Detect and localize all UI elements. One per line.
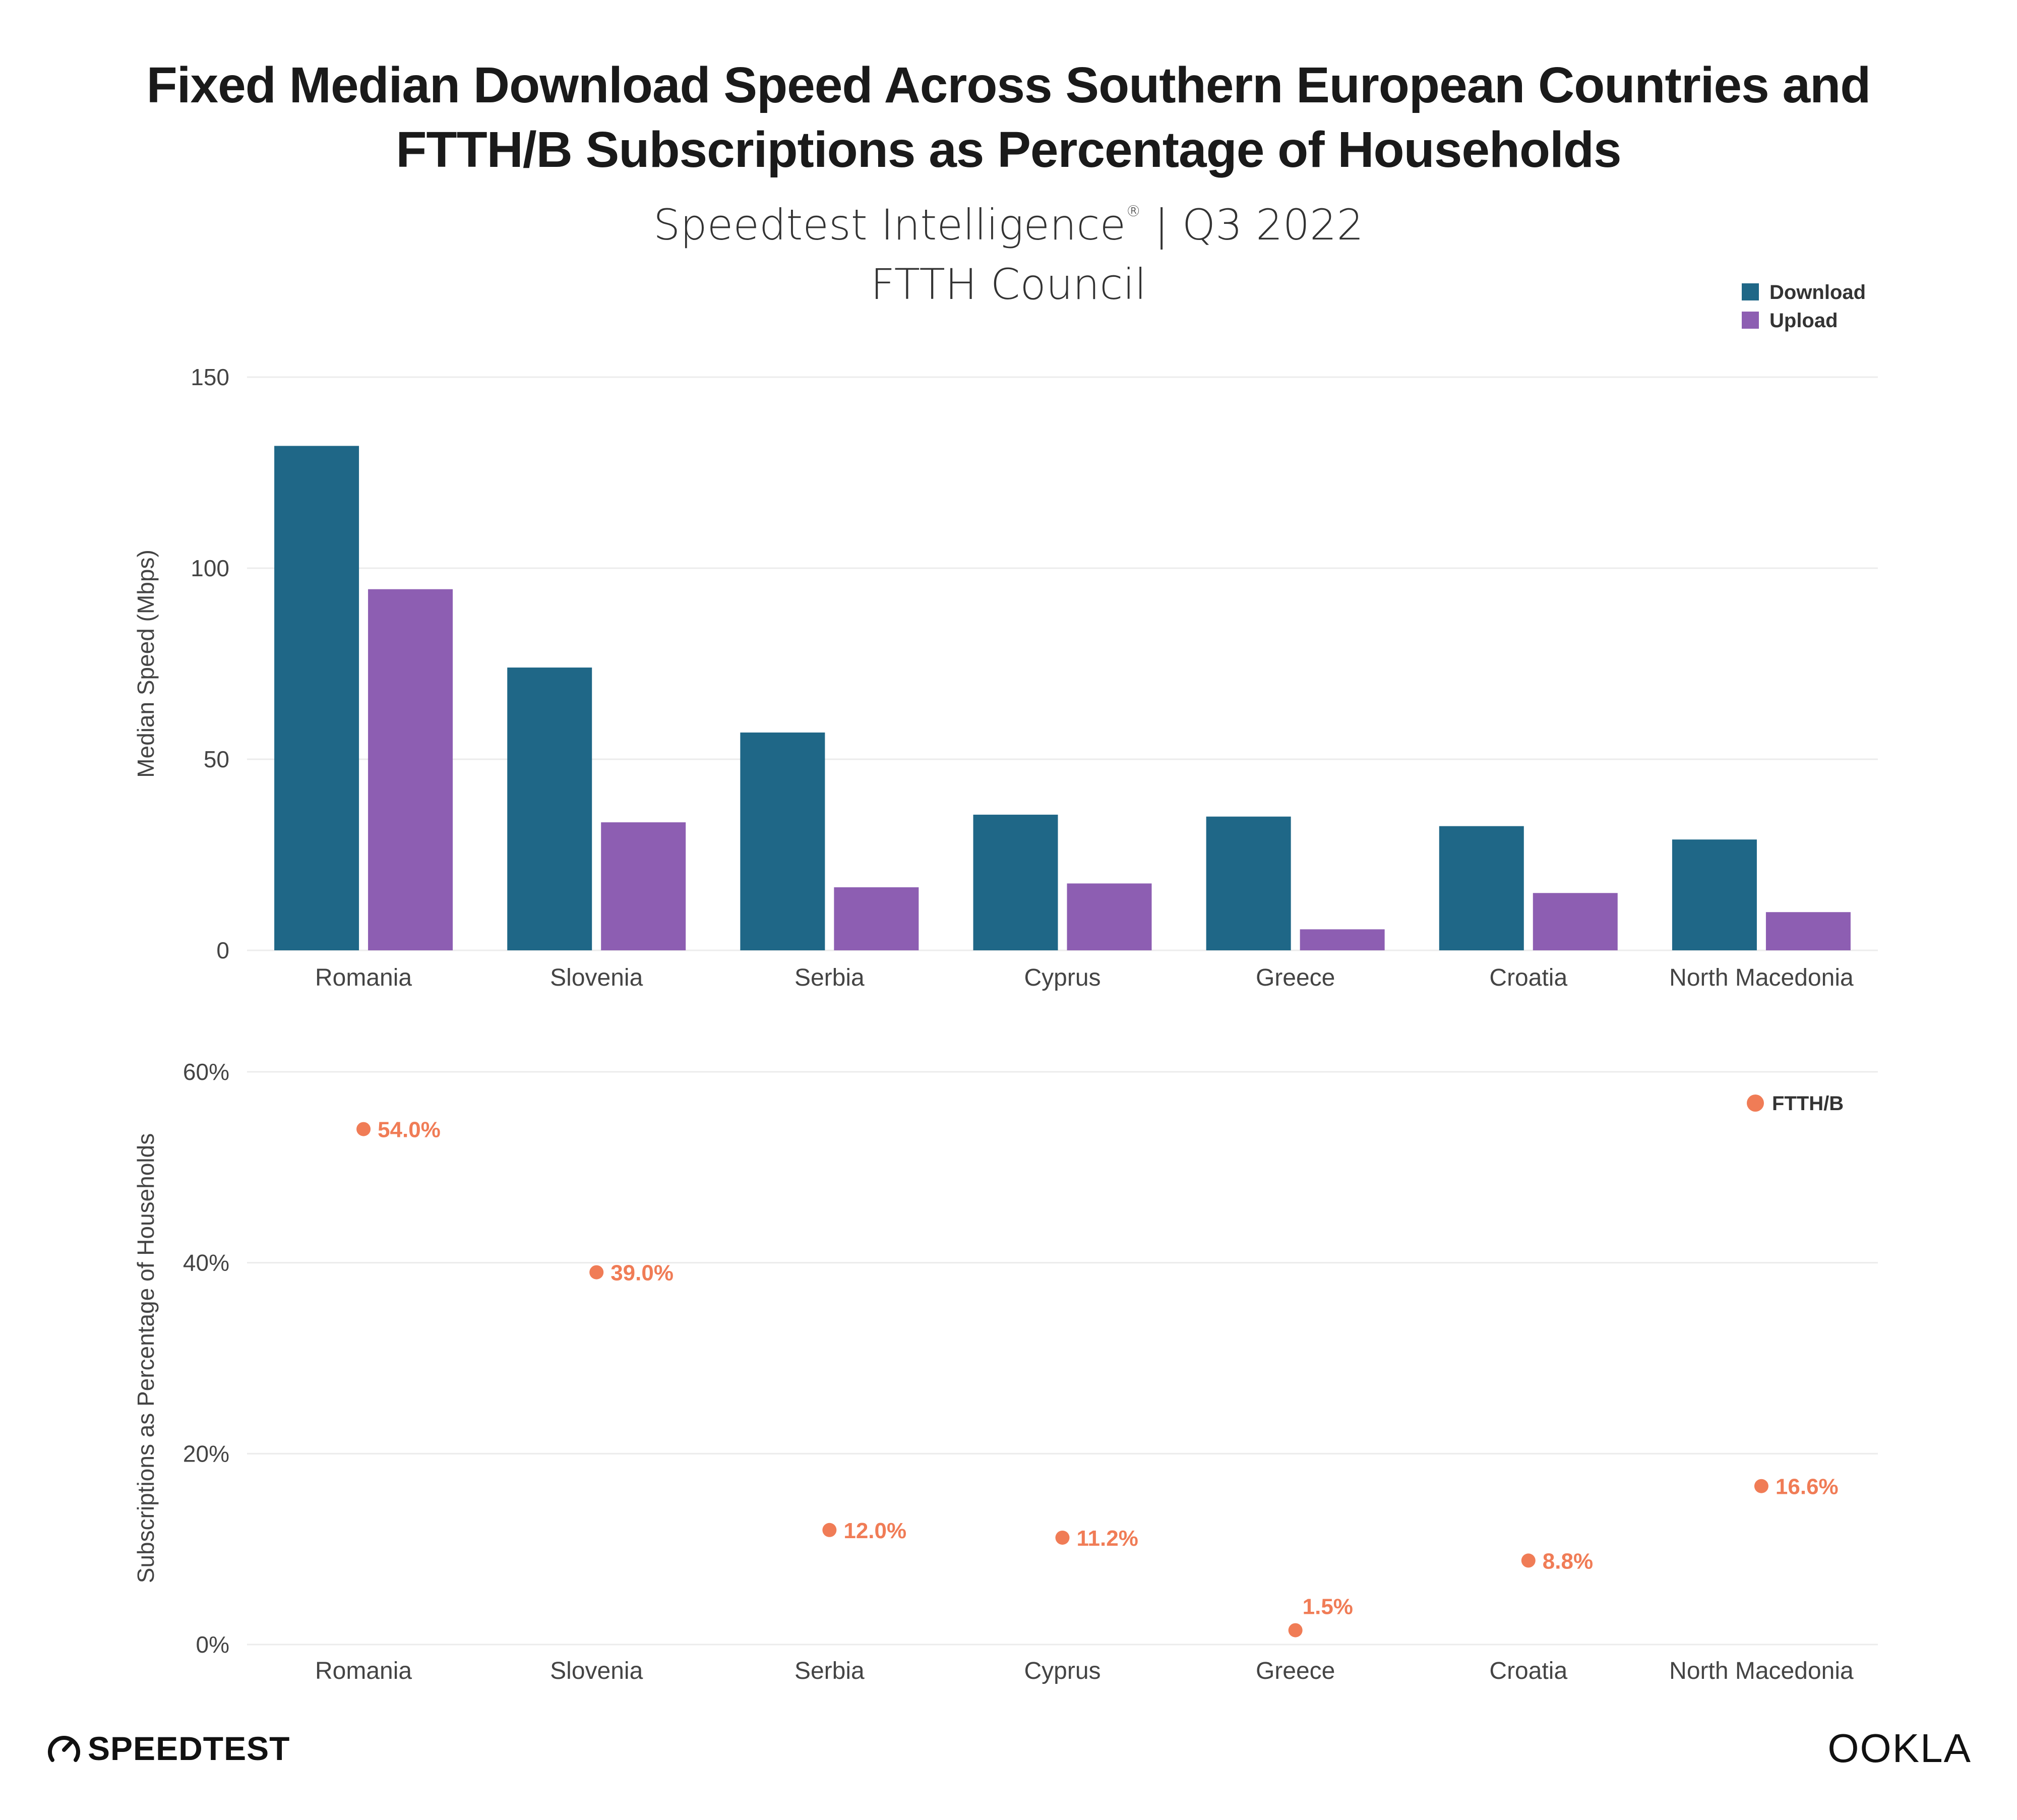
data-label-ftth: 11.2%: [1077, 1526, 1138, 1551]
bar-y-tick-label: 0: [216, 937, 229, 963]
speedometer-icon: [48, 1736, 80, 1762]
bar-download-serbia: [740, 732, 825, 950]
chart-title-line-2: FTTH/B Subscriptions as Percentage of Ho…: [396, 122, 1621, 178]
scatter-y-axis-label: Subscriptions as Percentage of Household…: [133, 1133, 159, 1583]
bar-upload-romania: [368, 589, 453, 950]
subtitle-period: | Q3 2022: [1141, 200, 1364, 250]
bar-x-tick-label: Romania: [315, 964, 412, 991]
bar-download-romania: [274, 446, 359, 950]
legend-label-upload: Upload: [1769, 310, 1838, 332]
legend-marker-ftth: [1747, 1095, 1764, 1112]
point-ftth-slovenia: [589, 1265, 604, 1280]
legend-label-download: Download: [1769, 281, 1866, 304]
data-label-ftth: 54.0%: [378, 1118, 441, 1142]
bar-download-greece: [1206, 816, 1291, 950]
data-label-ftth: 12.0%: [843, 1519, 906, 1543]
speedtest-wordmark: SPEEDTEST: [88, 1730, 290, 1767]
bar-upload-greece: [1300, 929, 1385, 950]
bar-y-tick-label: 150: [191, 364, 229, 390]
scatter-x-tick-label: Greece: [1256, 1658, 1335, 1684]
scatter-x-tick-label: Serbia: [794, 1658, 865, 1684]
bar-download-north-macedonia: [1672, 839, 1757, 950]
chart-title-line-1: Fixed Median Download Speed Across South…: [146, 57, 1871, 113]
title-block: Fixed Median Download Speed Across South…: [0, 53, 2017, 314]
scatter-y-tick-label: 60%: [183, 1059, 229, 1085]
bar-download-croatia: [1439, 826, 1524, 950]
scatter-x-tick-label: Slovenia: [550, 1658, 643, 1684]
bar-x-tick-label: Greece: [1256, 964, 1335, 991]
scatter-x-tick-label: Croatia: [1489, 1658, 1567, 1684]
legend-swatch-download: [1742, 283, 1759, 300]
chart-subtitle: Speedtest Intelligence® | Q3 2022: [0, 182, 2017, 255]
legend-swatch-upload: [1742, 312, 1759, 329]
bar-y-tick-label: 50: [204, 746, 229, 772]
chart-source: FTTH Council: [870, 260, 1147, 309]
bar-y-tick-label: 100: [191, 555, 229, 581]
bar-x-tick-label: Serbia: [794, 964, 865, 991]
data-label-ftth: 39.0%: [610, 1261, 674, 1286]
scatter-y-tick-label: 40%: [183, 1250, 229, 1276]
bar-x-tick-label: North Macedonia: [1669, 964, 1854, 991]
ookla-wordmark: OOKLA: [1827, 1726, 1972, 1771]
bar-y-axis-label: Median Speed (Mbps): [133, 550, 159, 778]
point-ftth-greece: [1288, 1623, 1303, 1637]
scatter-x-tick-label: North Macedonia: [1669, 1658, 1854, 1684]
bar-upload-serbia: [834, 887, 919, 950]
bar-upload-croatia: [1533, 893, 1618, 950]
bar-download-slovenia: [507, 668, 592, 950]
bar-download-cyprus: [973, 814, 1058, 950]
speedtest-logo: SPEEDTEST: [46, 1729, 290, 1768]
point-ftth-croatia: [1521, 1553, 1536, 1568]
registered-mark: ®: [1126, 203, 1141, 220]
data-label-ftth: 8.8%: [1543, 1549, 1593, 1573]
bar-upload-slovenia: [601, 822, 686, 950]
bar-x-tick-label: Cyprus: [1024, 964, 1101, 991]
scatter-y-tick-label: 0%: [196, 1631, 229, 1658]
data-label-ftth: 16.6%: [1776, 1475, 1839, 1499]
bar-upload-cyprus: [1067, 883, 1152, 950]
bar-x-tick-label: Croatia: [1489, 964, 1567, 991]
ookla-logo: OOKLA: [1827, 1725, 1972, 1772]
point-ftth-serbia: [822, 1523, 837, 1537]
bar-x-tick-label: Slovenia: [550, 964, 643, 991]
point-ftth-north-macedonia: [1754, 1479, 1768, 1493]
scatter-x-tick-label: Cyprus: [1024, 1658, 1101, 1684]
subtitle-main: Speedtest Intelligence: [653, 200, 1126, 250]
scatter-x-tick-label: Romania: [315, 1658, 412, 1684]
data-label-ftth: 1.5%: [1303, 1595, 1353, 1619]
scatter-y-tick-label: 20%: [183, 1440, 229, 1467]
point-ftth-cyprus: [1055, 1530, 1070, 1545]
point-ftth-romania: [356, 1122, 371, 1136]
legend-label-ftth: FTTH/B: [1772, 1093, 1844, 1115]
bar-upload-north-macedonia: [1765, 912, 1851, 950]
